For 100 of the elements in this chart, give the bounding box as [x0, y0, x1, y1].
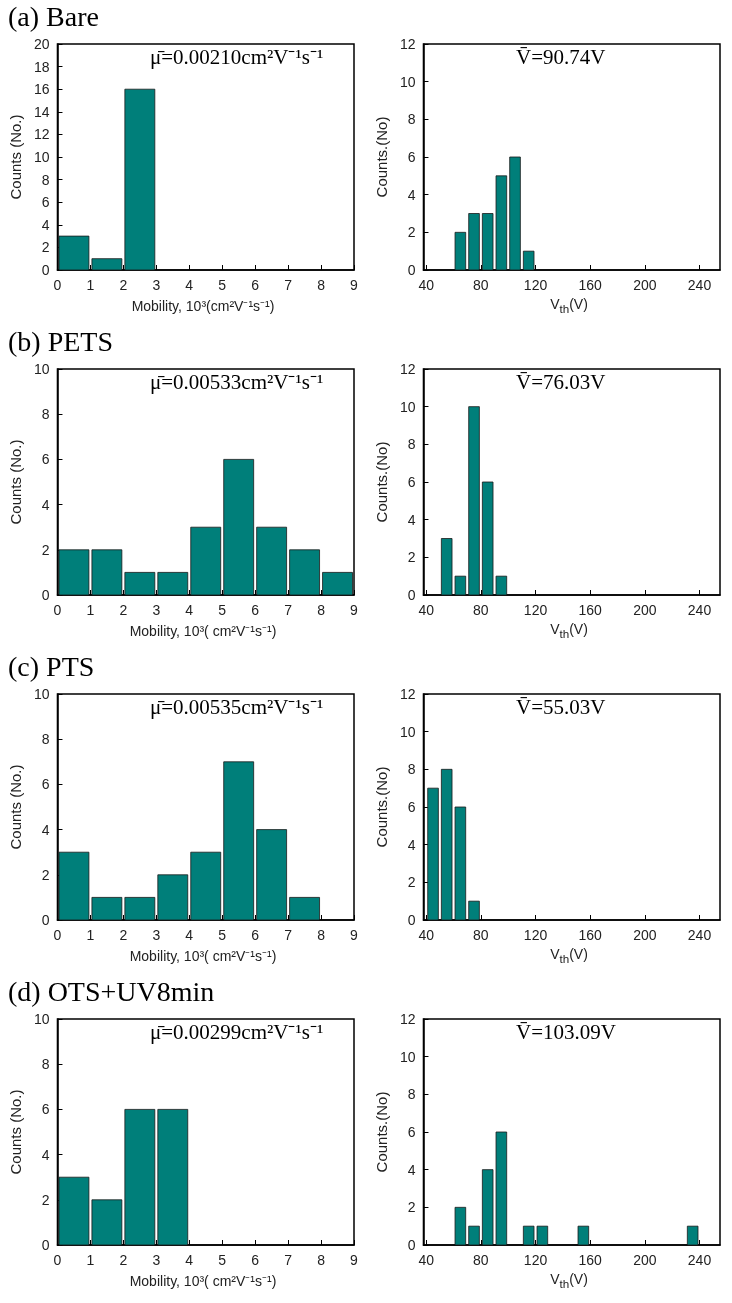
y-tick-label: 12: [33, 126, 50, 143]
y-tick-label: 2: [41, 1191, 50, 1208]
y-tick-label: 12: [399, 361, 416, 377]
y-tick-label: 8: [407, 111, 416, 128]
x-tick-label: 120: [523, 602, 548, 618]
y-tick-label: 4: [41, 496, 50, 513]
x-tick-label: 80: [473, 927, 489, 943]
x-tick-label: 5: [218, 277, 227, 293]
annotation: μ̄=0.00533cm²V⁻¹s⁻¹: [150, 369, 324, 394]
y-tick-label: 0: [407, 1237, 416, 1253]
x-tick-label: 40: [418, 927, 435, 943]
x-tick-label: 8: [317, 277, 326, 293]
y-tick-label: 4: [407, 511, 416, 528]
y-tick-label: 6: [41, 776, 50, 793]
x-tick-label: 80: [473, 1252, 489, 1268]
y-tick-label: 2: [407, 874, 416, 891]
x-tick-label: 5: [218, 1252, 227, 1268]
x-tick-label: 3: [152, 277, 161, 293]
y-tick-label: 0: [41, 587, 50, 603]
x-tick-label: 7: [284, 602, 293, 618]
x-tick-label: 2: [119, 277, 128, 293]
x-tick-label: 3: [152, 602, 161, 618]
x-axis-title: V$_{th}$(V): [549, 946, 589, 967]
chart-title: (b) PETS: [7, 325, 114, 359]
y-tick-label: 4: [41, 216, 50, 233]
x-tick-label: 3: [152, 927, 161, 943]
x-tick-label: 7: [284, 927, 293, 943]
x-tick-label: 80: [473, 277, 489, 293]
annotation: V̄=103.09V: [516, 1019, 616, 1044]
x-tick-label: 80: [473, 602, 489, 618]
x-tick-label: 0: [53, 277, 62, 293]
x-tick-label: 8: [317, 1252, 326, 1268]
y-axis-title: Counts (No.): [7, 114, 24, 200]
y-tick-label: 10: [33, 149, 50, 165]
x-tick-label: 200: [633, 277, 657, 293]
x-tick-label: 2: [119, 1252, 128, 1268]
y-axis-title: Counts.(No): [373, 441, 390, 523]
y-tick-label: 0: [407, 262, 416, 278]
x-tick-label: 4: [185, 277, 194, 293]
y-axis-title: Counts (No.): [7, 1089, 24, 1175]
y-tick-label: 6: [407, 149, 416, 165]
y-tick-label: 2: [41, 866, 50, 883]
chart-title: (c) PTS: [7, 650, 96, 684]
y-axis-title: Counts.(No): [373, 766, 390, 848]
x-tick-label: 4: [185, 602, 194, 618]
y-tick-label: 10: [33, 686, 50, 702]
x-axis-title: Mobility, 10³( cm²V⁻¹s⁻¹): [128, 622, 278, 641]
x-tick-label: 9: [350, 1252, 359, 1268]
chart-title: (a) Bare: [7, 0, 100, 34]
x-axis-title: Mobility, 10³( cm²V⁻¹s⁻¹): [128, 1272, 278, 1291]
x-tick-label: 5: [218, 602, 227, 618]
y-tick-label: 4: [41, 1146, 50, 1163]
annotation: V̄=90.74V: [516, 44, 606, 69]
x-tick-label: 160: [578, 927, 603, 943]
x-tick-label: 2: [119, 927, 128, 943]
y-tick-label: 8: [41, 731, 50, 748]
y-tick-label: 8: [407, 761, 416, 778]
x-tick-label: 1: [86, 927, 95, 943]
y-tick-label: 10: [33, 361, 50, 377]
y-tick-label: 10: [399, 73, 416, 90]
y-axis-title: Counts.(No): [373, 1091, 390, 1173]
y-tick-label: 2: [41, 541, 50, 558]
y-tick-label: 6: [41, 1101, 50, 1118]
x-tick-label: 4: [185, 927, 194, 943]
y-tick-label: 2: [407, 1199, 416, 1216]
x-tick-label: 6: [251, 927, 260, 943]
x-tick-label: 120: [523, 1252, 548, 1268]
y-tick-label: 2: [407, 549, 416, 566]
x-tick-label: 40: [418, 602, 435, 618]
y-tick-label: 6: [41, 194, 50, 211]
x-axis-title: V$_{th}$(V): [549, 621, 589, 642]
y-tick-label: 0: [41, 262, 50, 278]
x-tick-label: 9: [350, 602, 359, 618]
x-tick-label: 240: [687, 277, 712, 293]
x-tick-label: 3: [152, 1252, 161, 1268]
y-tick-label: 4: [407, 186, 416, 203]
x-tick-label: 6: [251, 277, 260, 293]
y-axis-title: Counts.(No): [373, 116, 390, 198]
y-tick-label: 8: [41, 1056, 50, 1073]
y-tick-label: 8: [407, 436, 416, 453]
y-tick-label: 14: [33, 103, 50, 120]
y-tick-label: 0: [407, 912, 416, 928]
x-axis-title: V$_{th}$(V): [549, 1271, 589, 1292]
y-tick-label: 0: [407, 587, 416, 603]
annotation: V̄=76.03V: [516, 369, 606, 394]
x-tick-label: 120: [523, 927, 548, 943]
x-tick-label: 6: [251, 1252, 260, 1268]
x-tick-label: 4: [185, 1252, 194, 1268]
x-tick-label: 2: [119, 602, 128, 618]
y-tick-label: 10: [399, 398, 416, 415]
x-tick-label: 200: [633, 602, 657, 618]
x-tick-label: 7: [284, 277, 293, 293]
y-tick-label: 0: [41, 1237, 50, 1253]
y-tick-label: 6: [407, 799, 416, 815]
y-tick-label: 12: [399, 1011, 416, 1027]
x-tick-label: 160: [578, 1252, 603, 1268]
annotation: μ̄=0.00299cm²V⁻¹s⁻¹: [150, 1019, 324, 1044]
y-tick-label: 18: [33, 58, 50, 75]
y-tick-label: 12: [399, 686, 416, 702]
chart-title: (d) OTS+UV8min: [7, 975, 216, 1009]
